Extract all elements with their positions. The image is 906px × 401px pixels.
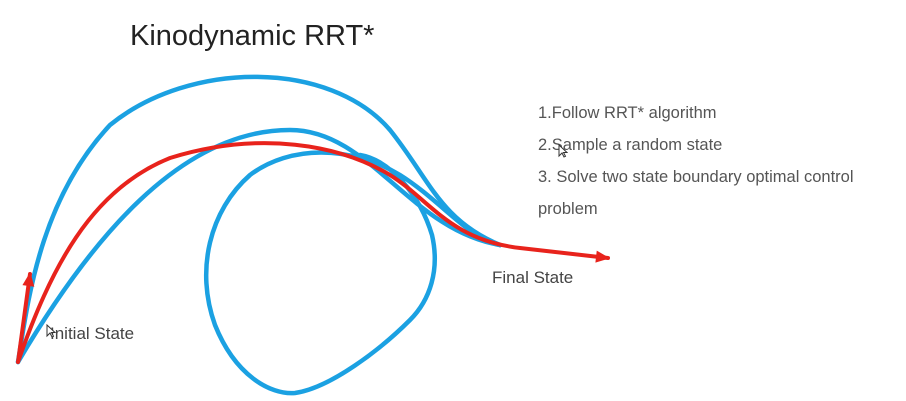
step-1: 1.Follow RRT* algorithm — [538, 104, 717, 122]
step-3: 3. Solve two state boundary optimal cont… — [538, 168, 854, 218]
loop-trajectory — [203, 150, 503, 396]
steps-list: 1.Follow RRT* algorithm 2.Sample a rando… — [538, 97, 898, 225]
step-2: 2.Sample a random state — [538, 136, 723, 154]
mouse-cursor-icon — [558, 144, 568, 158]
mouse-cursor-icon — [46, 324, 56, 338]
final-state-label: Final State — [492, 268, 574, 287]
slide-title: Kinodynamic RRT* — [130, 20, 375, 52]
outer-trajectory — [15, 74, 503, 365]
initial-state-label: Initial State — [50, 324, 135, 343]
initial-heading-arrow — [16, 272, 35, 364]
optimal-trajectory — [16, 141, 610, 364]
